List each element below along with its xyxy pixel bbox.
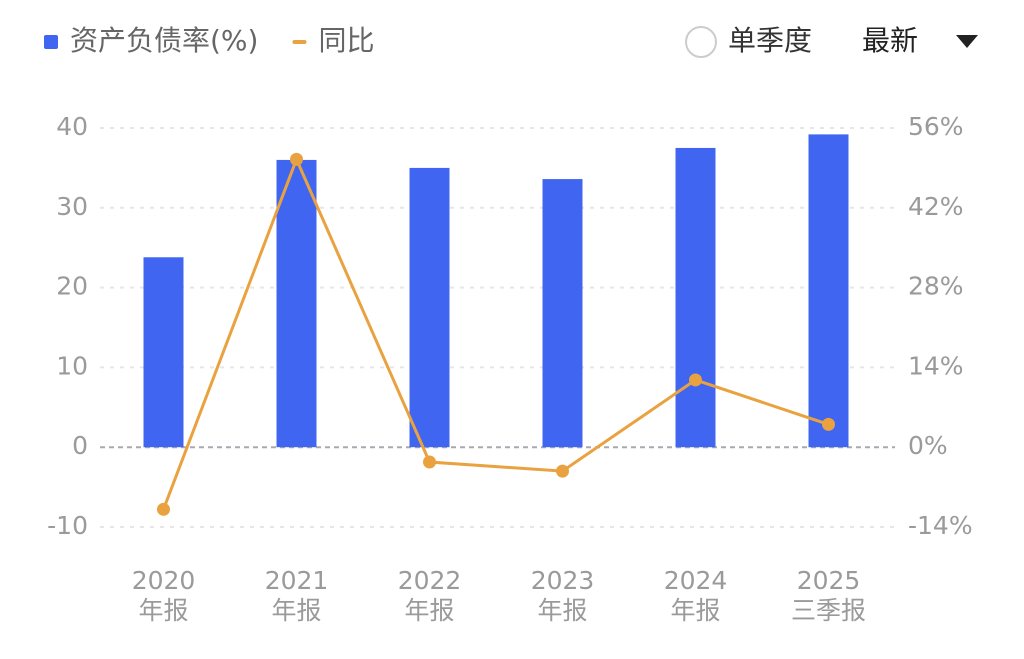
y-tick-label: -10 <box>47 511 88 540</box>
y-tick-label: 30 <box>56 192 88 221</box>
dropdown-arrow[interactable] <box>956 35 978 48</box>
x-tick-label: 年报 <box>138 596 188 625</box>
y-tick-label: 20 <box>56 272 88 301</box>
y2-tick-label: 42% <box>908 192 964 221</box>
legend-label: 同比 <box>318 24 374 57</box>
line-point <box>290 152 303 166</box>
line-point <box>689 373 702 387</box>
x-tick-label: 年报 <box>271 596 321 625</box>
y2-tick-label: 28% <box>908 272 964 301</box>
bar <box>808 134 849 448</box>
legend-label: 资产负债率(%) <box>70 24 258 57</box>
toggle[interactable]: 单季度 <box>685 24 812 58</box>
line-point <box>822 417 835 431</box>
x-tick-label: 2020 <box>132 566 196 595</box>
line <box>162 155 829 510</box>
y-tick-label: 0 <box>72 431 88 460</box>
radio[interactable] <box>685 26 717 58</box>
line-point <box>157 502 170 516</box>
y-tick-label: 40 <box>56 112 88 141</box>
y2-tick-label: -14% <box>908 511 973 540</box>
x-tick-label: 三季报 <box>791 596 866 625</box>
line-point <box>423 455 436 469</box>
y2-tick-label: 14% <box>908 351 964 380</box>
dropdown[interactable]: 最新 <box>862 24 978 57</box>
x-tick-label: 2023 <box>531 566 595 595</box>
line-point <box>556 464 569 478</box>
legend-swatch <box>44 35 58 49</box>
x-tick-label: 2021 <box>265 566 329 595</box>
dropdown-label[interactable]: 最新 <box>862 24 918 57</box>
legend-swatch <box>292 40 307 44</box>
bar <box>409 167 450 448</box>
toggle-label[interactable]: 单季度 <box>728 24 812 57</box>
x-tick-label: 2024 <box>664 566 728 595</box>
y2-tick-label: 56% <box>908 112 964 141</box>
y2-tick-label: 0% <box>908 431 948 460</box>
bar <box>143 257 184 448</box>
bar <box>675 147 716 448</box>
x-tick-label: 年报 <box>537 596 587 625</box>
x-tick-label: 2025 <box>797 566 861 595</box>
x-tick-label: 2022 <box>398 566 462 595</box>
y-tick-label: 10 <box>56 351 88 380</box>
x-tick-label: 年报 <box>670 596 720 625</box>
bar <box>542 179 583 448</box>
x-tick-label: 年报 <box>404 596 454 625</box>
bar <box>276 159 317 448</box>
